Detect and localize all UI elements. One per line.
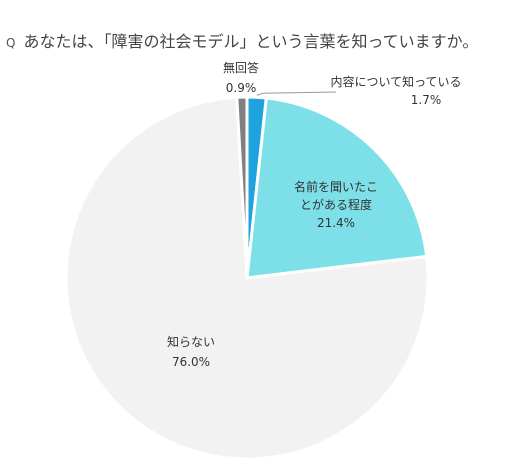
slice-value-label: 21.4% — [317, 216, 355, 230]
question-body: あなたは、「障害の社会モデル」という言葉を知っていますか。 — [23, 32, 479, 51]
slice-label: 知らない — [167, 335, 215, 349]
slice-value-label: 0.9% — [226, 81, 257, 95]
slice-value-label: 1.7% — [411, 93, 442, 107]
slice-label: 名前を聞いたこ — [294, 179, 378, 194]
slice-label: とがある程度 — [300, 197, 372, 212]
question-text: Q あなたは、「障害の社会モデル」という言葉を知っていますか。 — [6, 28, 478, 52]
question-marker: Q — [6, 36, 16, 50]
slice-value-label: 76.0% — [172, 355, 210, 369]
leader-line — [256, 91, 337, 96]
slice-label: 無回答 — [223, 60, 259, 75]
pie-slice — [235, 95, 249, 280]
slice-label: 内容について知っている — [330, 74, 461, 89]
pie-slice — [245, 96, 429, 280]
